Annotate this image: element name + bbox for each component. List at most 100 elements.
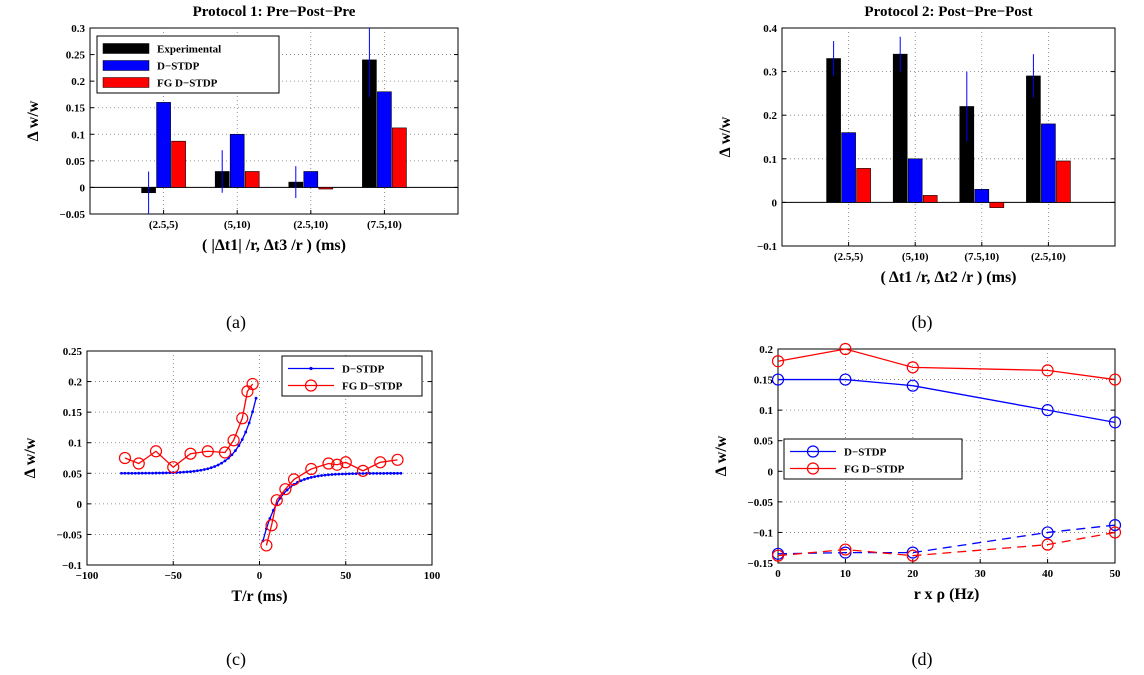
circle-marker	[305, 462, 318, 476]
x-tick-label: −50	[165, 570, 183, 582]
circle-marker	[339, 456, 352, 469]
dot-marker	[327, 473, 330, 477]
dot-marker	[254, 396, 258, 400]
circle-marker	[1108, 518, 1122, 532]
dot-marker	[192, 469, 196, 473]
circle-marker	[184, 447, 197, 460]
bar-dstdp	[377, 91, 392, 188]
series-line-d-stdp	[121, 398, 257, 474]
y-tick-label: −0.15	[747, 558, 773, 570]
bar-fgdstdp	[989, 202, 1005, 208]
circle-marker	[806, 445, 820, 458]
dot-marker	[144, 471, 148, 475]
dot-marker	[244, 430, 248, 434]
dot-marker	[313, 475, 317, 479]
dot-marker	[344, 472, 348, 476]
circle-marker	[906, 379, 919, 392]
circle-marker	[771, 373, 785, 386]
circle-marker	[1108, 416, 1122, 429]
dot-marker	[213, 465, 217, 468]
dot-marker	[285, 488, 289, 492]
circle-marker	[391, 453, 404, 466]
dot-marker	[185, 470, 189, 474]
circle-marker	[132, 457, 145, 470]
dot-marker	[396, 471, 399, 475]
y-tick-label: 0.25	[63, 346, 83, 358]
dot-marker	[247, 421, 251, 425]
x-axis-label: T/r (ms)	[231, 588, 287, 605]
dot-marker	[216, 463, 220, 467]
dot-marker	[140, 471, 144, 475]
x-tick-label: 100	[424, 570, 441, 582]
bar-fgdstdp	[856, 168, 871, 203]
bar-dstdp	[229, 133, 245, 188]
x-tick-label: 20	[907, 568, 919, 580]
x-tick-label: 50	[1110, 568, 1122, 580]
y-tick-label: −0.1	[753, 527, 773, 539]
y-tick-label: 0	[768, 466, 774, 478]
dot-marker	[220, 461, 223, 465]
series-line-fg-d-stdp	[124, 383, 254, 469]
circle-marker	[265, 519, 278, 532]
y-tick-label: 0	[772, 197, 778, 209]
circle-marker	[806, 462, 820, 475]
series-line-2	[777, 524, 1116, 555]
axes-box	[777, 348, 1116, 564]
circle-marker	[1041, 364, 1054, 377]
circle-marker	[906, 361, 919, 374]
circle-marker	[356, 464, 370, 477]
circle-marker	[839, 543, 852, 556]
y-tick-label: 0.2	[759, 344, 773, 356]
legend-label: D−STDP	[342, 364, 385, 376]
x-tick-label: (2.5,10)	[1031, 251, 1066, 263]
dot-marker	[385, 471, 389, 475]
circle-marker	[227, 434, 240, 447]
circle-marker	[1041, 538, 1054, 551]
x-tick-label: 50	[340, 570, 352, 582]
x-tick-label: (7.5,10)	[367, 219, 402, 231]
dot-marker	[375, 471, 379, 475]
dot-marker	[137, 471, 141, 475]
bar-dstdp	[841, 132, 856, 203]
dot-marker	[209, 466, 213, 470]
panel-d: −0.15 −0.1 −0.05 0 0.05 0.1 0.15 0.2 0 10 20 30 40 50…	[713, 342, 1122, 670]
dot-marker	[351, 472, 355, 476]
dot-marker	[182, 470, 186, 474]
circle-marker	[1108, 526, 1122, 539]
legend-box	[281, 355, 423, 397]
circle-marker	[167, 461, 180, 474]
dot-marker	[151, 471, 154, 475]
dot-marker	[382, 471, 386, 475]
legend: D−STDP FG D−STDP	[783, 438, 963, 480]
bar-dstdp	[156, 102, 171, 188]
dot-marker	[347, 472, 351, 476]
circle-marker	[304, 379, 318, 392]
circle-marker	[322, 457, 335, 470]
legend-label: FG D−STDP	[342, 381, 403, 393]
circle-marker	[906, 549, 919, 562]
y-tick-label: 0.05	[754, 436, 774, 448]
legend-swatch	[102, 60, 150, 71]
panel-a: −0.05 0 0.05 0.1 0.15 0.2 0.25 0.3 (2.5,5) (5,10)…	[25, 4, 459, 333]
y-tick-label: 0.2	[763, 110, 777, 122]
dot-marker	[178, 470, 182, 474]
x-tick-label: 0	[775, 568, 781, 580]
y-tick-label: −0.05	[59, 209, 85, 221]
dot-marker	[302, 478, 306, 481]
x-tick-label: −100	[76, 570, 99, 582]
dot-marker	[389, 471, 392, 475]
x-tick-label: (7.5,10)	[964, 251, 999, 263]
y-tick-label: −0.05	[747, 497, 773, 509]
dot-marker	[334, 472, 337, 476]
bar-fgdstdp	[392, 127, 407, 188]
legend-label: Experimental	[157, 44, 221, 56]
dot-marker	[399, 471, 403, 475]
dot-marker	[251, 410, 255, 414]
circle-marker	[906, 546, 919, 559]
circle-marker	[839, 373, 852, 386]
x-axis-label: ( Δt1 /r, Δt2 /r ) (ms)	[880, 269, 1016, 286]
dot-marker	[126, 471, 130, 475]
dot-marker	[147, 471, 151, 475]
dot-marker	[158, 471, 161, 475]
bar-fgdstdp	[318, 187, 334, 190]
